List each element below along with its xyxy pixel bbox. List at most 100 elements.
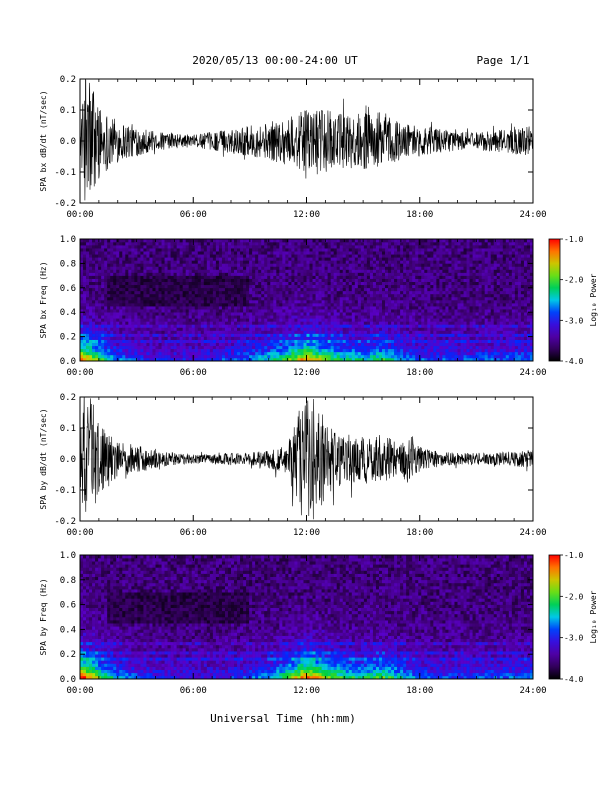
spectrogram-cell <box>333 351 337 356</box>
spectrogram-cell <box>366 269 371 273</box>
spectrogram-cell <box>264 345 268 350</box>
spectrogram-cell <box>418 287 422 292</box>
spectrogram-cell <box>261 324 265 328</box>
spectrogram-cell <box>258 296 262 301</box>
spectrogram-cell <box>276 257 280 261</box>
spectrogram-cell <box>92 281 96 286</box>
spectrogram-cell <box>291 278 295 282</box>
spectrogram-cell <box>140 306 144 310</box>
spectrogram-cell <box>264 284 268 289</box>
spectrogram-cell <box>119 333 123 337</box>
spectrogram-cell <box>282 300 286 304</box>
spectrogram-cell <box>89 296 93 301</box>
spectrogram-cell <box>430 287 434 292</box>
spectrogram-cell <box>442 260 446 264</box>
spectrogram-cell <box>351 278 356 282</box>
spectrogram-cell <box>182 269 186 273</box>
spectrogram-cell <box>134 296 138 301</box>
spectrogram-cell <box>318 245 322 249</box>
spectrogram-cell <box>412 263 416 267</box>
spectrogram-cell <box>333 333 337 337</box>
spectrogram-cell <box>95 266 99 270</box>
spectrogram-cell <box>424 303 428 307</box>
spectrogram-cell <box>101 266 105 270</box>
spectrogram-cell <box>194 272 199 276</box>
spectrogram-cell <box>372 257 377 261</box>
spectrogram-cell <box>385 287 389 292</box>
spectrogram-cell <box>206 278 211 282</box>
spectrogram-cell <box>122 245 126 249</box>
spectrogram-cell <box>394 357 398 362</box>
spectrogram-cell <box>397 245 401 249</box>
spectrogram-cell <box>131 275 135 279</box>
spectrogram-cell <box>155 266 159 270</box>
spectrogram-cell <box>436 263 440 267</box>
spectrogram-cell <box>194 321 199 325</box>
spectrogram-cell <box>309 272 313 276</box>
spectrogram-cell <box>110 333 114 337</box>
spectrogram-cell <box>375 309 380 313</box>
spectrogram-cell <box>291 348 295 353</box>
spectrogram-cell <box>294 357 298 362</box>
spectrogram-cell <box>382 306 386 310</box>
spectrogram-cell <box>385 272 389 276</box>
spectrogram-cell <box>445 263 449 267</box>
spectrogram-cell <box>215 275 220 279</box>
spectrogram-cell <box>382 315 386 319</box>
spectrogram-cell <box>243 266 247 270</box>
spectrogram-cell <box>264 248 268 252</box>
spectrogram-cell <box>303 306 307 310</box>
spectrogram-cell <box>369 284 374 289</box>
spectrogram-cell <box>348 275 353 279</box>
spectrogram-cell <box>400 251 404 255</box>
spectrogram-cell <box>315 272 319 276</box>
spectrogram-cell <box>185 318 190 322</box>
spectrogram-cell <box>170 239 174 243</box>
spectrogram-cell <box>406 284 410 289</box>
spectrogram-cell <box>107 254 111 258</box>
spectrogram-cell <box>116 333 120 337</box>
spectrogram-cell <box>442 251 446 255</box>
spectrogram-cell <box>182 245 186 249</box>
spectrogram-cell <box>89 354 93 359</box>
spectrogram-cell <box>164 296 168 301</box>
spectrogram-cell <box>436 290 440 295</box>
spectrogram-cell <box>430 351 434 356</box>
spectrogram-cell <box>445 278 449 282</box>
spectrogram-cell <box>264 287 268 292</box>
spectrogram-cell <box>116 315 120 319</box>
spectrogram-cell <box>427 354 431 359</box>
spectrogram-cell <box>309 306 313 310</box>
spectrogram-cell <box>137 351 141 356</box>
spectrogram-cell <box>297 300 301 304</box>
spectrogram-cell <box>436 327 440 331</box>
spectrogram-cell <box>95 278 99 282</box>
spectrogram-cell <box>125 284 129 289</box>
spectrogram-cell <box>209 357 214 362</box>
spectrogram-cell <box>388 281 392 286</box>
spectrogram-cell <box>312 318 316 322</box>
spectrogram-cell <box>388 303 392 307</box>
spectrogram-cell <box>119 254 123 258</box>
spectrogram-cell <box>375 248 380 252</box>
spectrogram-cell <box>86 251 90 255</box>
spectrogram-cell <box>342 266 347 270</box>
spectrogram-cell <box>116 263 120 267</box>
spectrogram-cell <box>324 251 328 255</box>
spectrogram-cell <box>104 296 108 301</box>
spectrogram-cell <box>312 239 316 243</box>
spectrogram-cell <box>427 336 431 340</box>
spectrogram-cell <box>279 336 283 340</box>
spectrogram-cell <box>116 306 120 310</box>
spectrogram-cell <box>143 278 147 282</box>
spectrogram-cell <box>134 321 138 325</box>
spectrogram-cell <box>372 300 377 304</box>
spectrogram-cell <box>369 257 374 261</box>
spectrogram-cell <box>285 327 289 331</box>
spectrogram-cell <box>113 348 117 353</box>
spectrogram-cell <box>125 312 129 316</box>
spectrogram-cell <box>137 263 141 267</box>
spectrogram-cell <box>83 309 87 313</box>
spectrogram-cell <box>354 284 359 289</box>
spectrogram-cell <box>137 342 141 347</box>
